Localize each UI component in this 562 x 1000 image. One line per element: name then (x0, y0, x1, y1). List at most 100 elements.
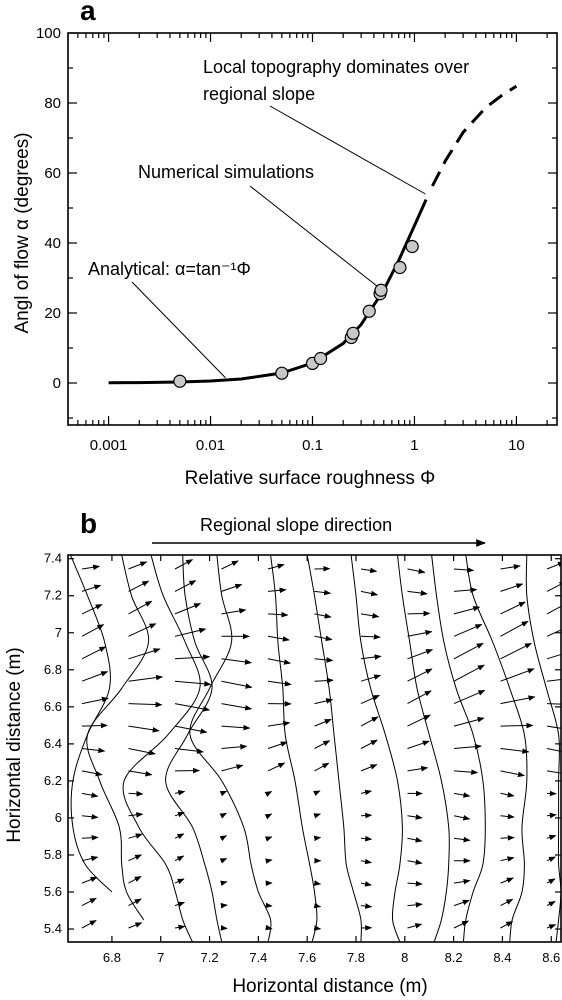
flow-arrow (407, 859, 423, 865)
flow-arrow (174, 627, 207, 637)
flow-arrow (500, 770, 525, 778)
flow-arrow (265, 858, 273, 864)
flow-arrow (360, 612, 380, 619)
flow-arrow (81, 919, 97, 929)
flow-arrow (500, 877, 514, 884)
flow-arrow (221, 703, 253, 711)
flow-arrow (267, 611, 289, 618)
flow-arrow (500, 748, 530, 754)
x-tick-label: 8.6 (542, 950, 560, 965)
flow-arrow (407, 740, 430, 749)
flow-arrow (546, 770, 561, 774)
flow-arrow (546, 605, 561, 615)
flow-arrow (407, 690, 432, 705)
flow-arrow (407, 668, 433, 682)
flow-arrow (453, 587, 478, 593)
flow-arrow (174, 833, 185, 840)
annotation-local-topography-line-1: Local topography dominates over (203, 57, 469, 77)
flow-arrow (546, 561, 561, 570)
flow-arrow (81, 564, 101, 571)
y-tick-label: 5.6 (44, 884, 62, 899)
flow-arrow (546, 856, 556, 863)
flow-arrow (221, 724, 251, 731)
flow-arrow (546, 581, 561, 592)
flow-arrow (546, 678, 561, 682)
flow-arrow (453, 567, 475, 573)
simulation-point (346, 326, 360, 340)
flow-arrow (453, 717, 485, 727)
flow-arrow (219, 790, 228, 797)
flow-arrow (221, 608, 247, 615)
flow-arrow (500, 695, 536, 705)
flow-arrow (314, 740, 331, 749)
flow-arrow (81, 876, 98, 884)
simulation-point (374, 283, 388, 297)
flow-arrow (453, 792, 471, 798)
flow-arrow (81, 671, 109, 682)
flow-arrow (264, 813, 273, 820)
flow-arrow (314, 718, 332, 727)
y-tick-label: 6.2 (44, 773, 62, 788)
flow-arrow (174, 855, 185, 862)
flow-arrow (174, 703, 211, 712)
flow-arrow (360, 764, 378, 772)
flow-arrow (407, 568, 426, 574)
panel-b-chart: 6.8 7 7.2 7.4 7.6 7.8 8 8.2 8.4 8.6 5.4 5.6 5.8 6 6.2 6… (44, 539, 562, 965)
flow-arrow (500, 620, 529, 637)
flow-arrow (546, 629, 561, 637)
flow-arrow (81, 855, 99, 862)
flow-arrow (314, 613, 332, 619)
x-tick-label: 8 (401, 950, 408, 965)
flow-arrow (264, 836, 273, 842)
contour-line (397, 555, 450, 942)
flow-arrow (314, 635, 333, 642)
flow-arrow (453, 743, 482, 750)
contour-group (69, 555, 561, 942)
flow-arrow (221, 560, 239, 570)
panel-a-label: a (80, 0, 96, 26)
y-tick-label: 5.4 (44, 921, 62, 936)
flow-arrow (407, 610, 431, 617)
flow-arrow (407, 923, 423, 929)
flow-arrow (128, 701, 163, 708)
flow-arrow (267, 587, 287, 594)
flow-arrow (81, 747, 106, 754)
flow-arrow (128, 648, 161, 660)
flow-arrow (546, 924, 557, 930)
y-tick-label: 80 (44, 95, 61, 112)
flow-arrow (128, 725, 160, 733)
flow-arrow (81, 584, 102, 592)
flow-arrow (360, 789, 372, 796)
y-tick-label: 0 (53, 375, 61, 392)
simulation-point (362, 304, 376, 318)
y-tick-label: 6.4 (44, 736, 62, 751)
y-tick-label: 7 (55, 625, 62, 640)
y-tick-label: 6 (55, 810, 62, 825)
x-tick-label: 1 (410, 437, 418, 454)
flow-arrow (500, 835, 515, 841)
flow-arrow (453, 606, 481, 615)
annotation-local-topography-line-2: regional slope (203, 84, 315, 104)
flow-arrow (360, 694, 380, 705)
annotation-leader-line (269, 105, 426, 195)
annotation-numerical-simulations: Numerical simulations (138, 162, 314, 182)
flow-arrow (267, 741, 288, 749)
flow-arrow (81, 770, 103, 777)
flow-arrow (407, 837, 423, 843)
flow-arrow (546, 725, 561, 729)
local-topography-dashed-curve (431, 84, 518, 187)
flow-arrow (174, 811, 185, 818)
flow-arrow (500, 921, 514, 929)
simulation-point (393, 260, 407, 275)
flow-arrow (500, 722, 534, 729)
flow-arrow (267, 658, 291, 665)
x-tick-label: 10 (508, 437, 525, 454)
flow-arrow (174, 878, 185, 885)
flow-arrow (174, 603, 202, 615)
flow-arrow (220, 880, 228, 886)
flow-arrow (313, 902, 322, 909)
flow-arrow (267, 563, 285, 570)
flow-arrow (128, 812, 144, 818)
